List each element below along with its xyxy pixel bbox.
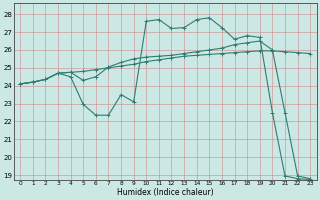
X-axis label: Humidex (Indice chaleur): Humidex (Indice chaleur) [117,188,213,197]
